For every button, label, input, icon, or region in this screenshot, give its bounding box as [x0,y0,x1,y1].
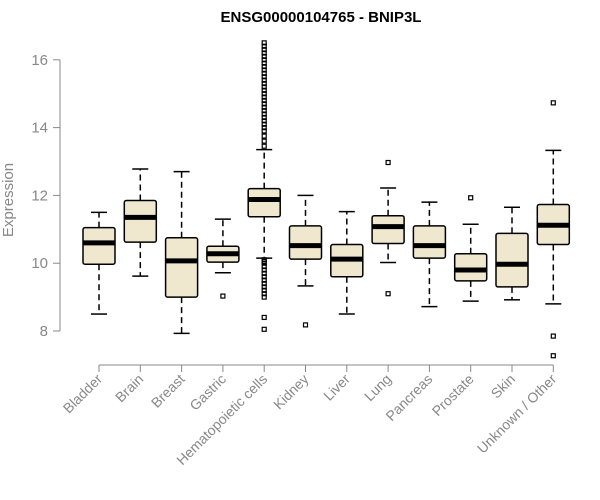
box [82,226,116,265]
y-tick-label: 14 [31,120,48,137]
outlier-point [261,277,267,283]
outlier-point [261,118,267,124]
outlier-point [261,270,267,276]
box-group [495,206,529,301]
x-tick-label: Breast [148,371,188,411]
box-group [330,210,364,315]
outlier-point [261,77,267,83]
box [164,237,199,298]
outlier-point [261,97,267,104]
outlier-point [261,60,267,66]
outlier-point [261,263,267,270]
y-axis-label: Expression [0,163,17,237]
box-group [453,195,488,302]
outlier-point [261,128,267,134]
outlier-point [385,159,391,166]
outlier-point [261,53,267,60]
box [123,199,158,243]
outlier-point [468,195,474,201]
outlier-point [261,57,267,63]
box-group [371,159,405,297]
outlier-point [261,121,267,127]
outlier-point [261,260,267,266]
box [247,187,281,218]
outlier-point [550,100,556,106]
outlier-point [261,287,267,293]
outlier-point [261,138,267,144]
outlier-point [261,63,267,70]
box [495,232,529,288]
outlier-point [261,124,267,131]
outlier-point [261,80,267,87]
box [412,225,447,259]
outlier-point [261,284,267,290]
outlier-point [261,101,267,107]
outlier-point [261,40,267,46]
x-tick-label: Lung [361,371,394,404]
outlier-point [261,91,267,97]
outlier-point [261,133,267,139]
outlier-point [261,267,267,273]
outlier-point [261,47,267,53]
x-tick-label: Bladder [60,371,106,417]
box [288,225,323,260]
outlier-point [261,114,267,121]
y-tick-label: 16 [31,52,48,69]
box [453,252,488,282]
outlier-point [261,43,267,49]
y-tick-label: 12 [31,187,48,204]
outlier-point [550,353,556,359]
box-group [288,194,323,328]
outlier-point [261,70,267,76]
box-group [247,40,281,332]
outlier-point [261,84,267,90]
outlier-point [261,74,267,80]
outlier-point [261,326,267,332]
outlier-point [261,280,267,287]
outlier-point [261,274,267,280]
outlier-point [385,291,391,297]
box-group [536,100,571,359]
x-tick-label: Brain [112,371,146,405]
outlier-point [550,333,556,339]
chart-title: ENSG00000104765 - BNIP3L [221,9,422,26]
outlier-point [261,104,267,110]
x-tick-label: Skin [488,371,519,402]
x-tick-label: Kidney [270,371,312,413]
outlier-point [261,50,267,56]
x-tick-label: Liver [320,371,353,404]
y-tick-label: 8 [40,323,48,340]
box-group [82,211,116,315]
outlier-point [261,94,267,100]
box-group [123,168,158,277]
outlier-point [220,293,226,299]
outlier-point [302,322,309,328]
outlier-point [261,291,267,297]
plot-area [82,40,571,359]
outlier-point [261,108,267,114]
y-tick-label: 10 [31,255,48,272]
outlier-point [261,111,267,117]
outlier-point [261,294,267,300]
outlier-point [261,67,267,73]
box-group [206,218,240,299]
box-group [164,170,199,335]
outlier-point [261,87,267,93]
outlier-point [261,314,267,321]
x-tick-label: Prostate [429,371,477,419]
box [371,214,405,245]
outlier-point [261,143,267,149]
box-group [412,201,447,308]
